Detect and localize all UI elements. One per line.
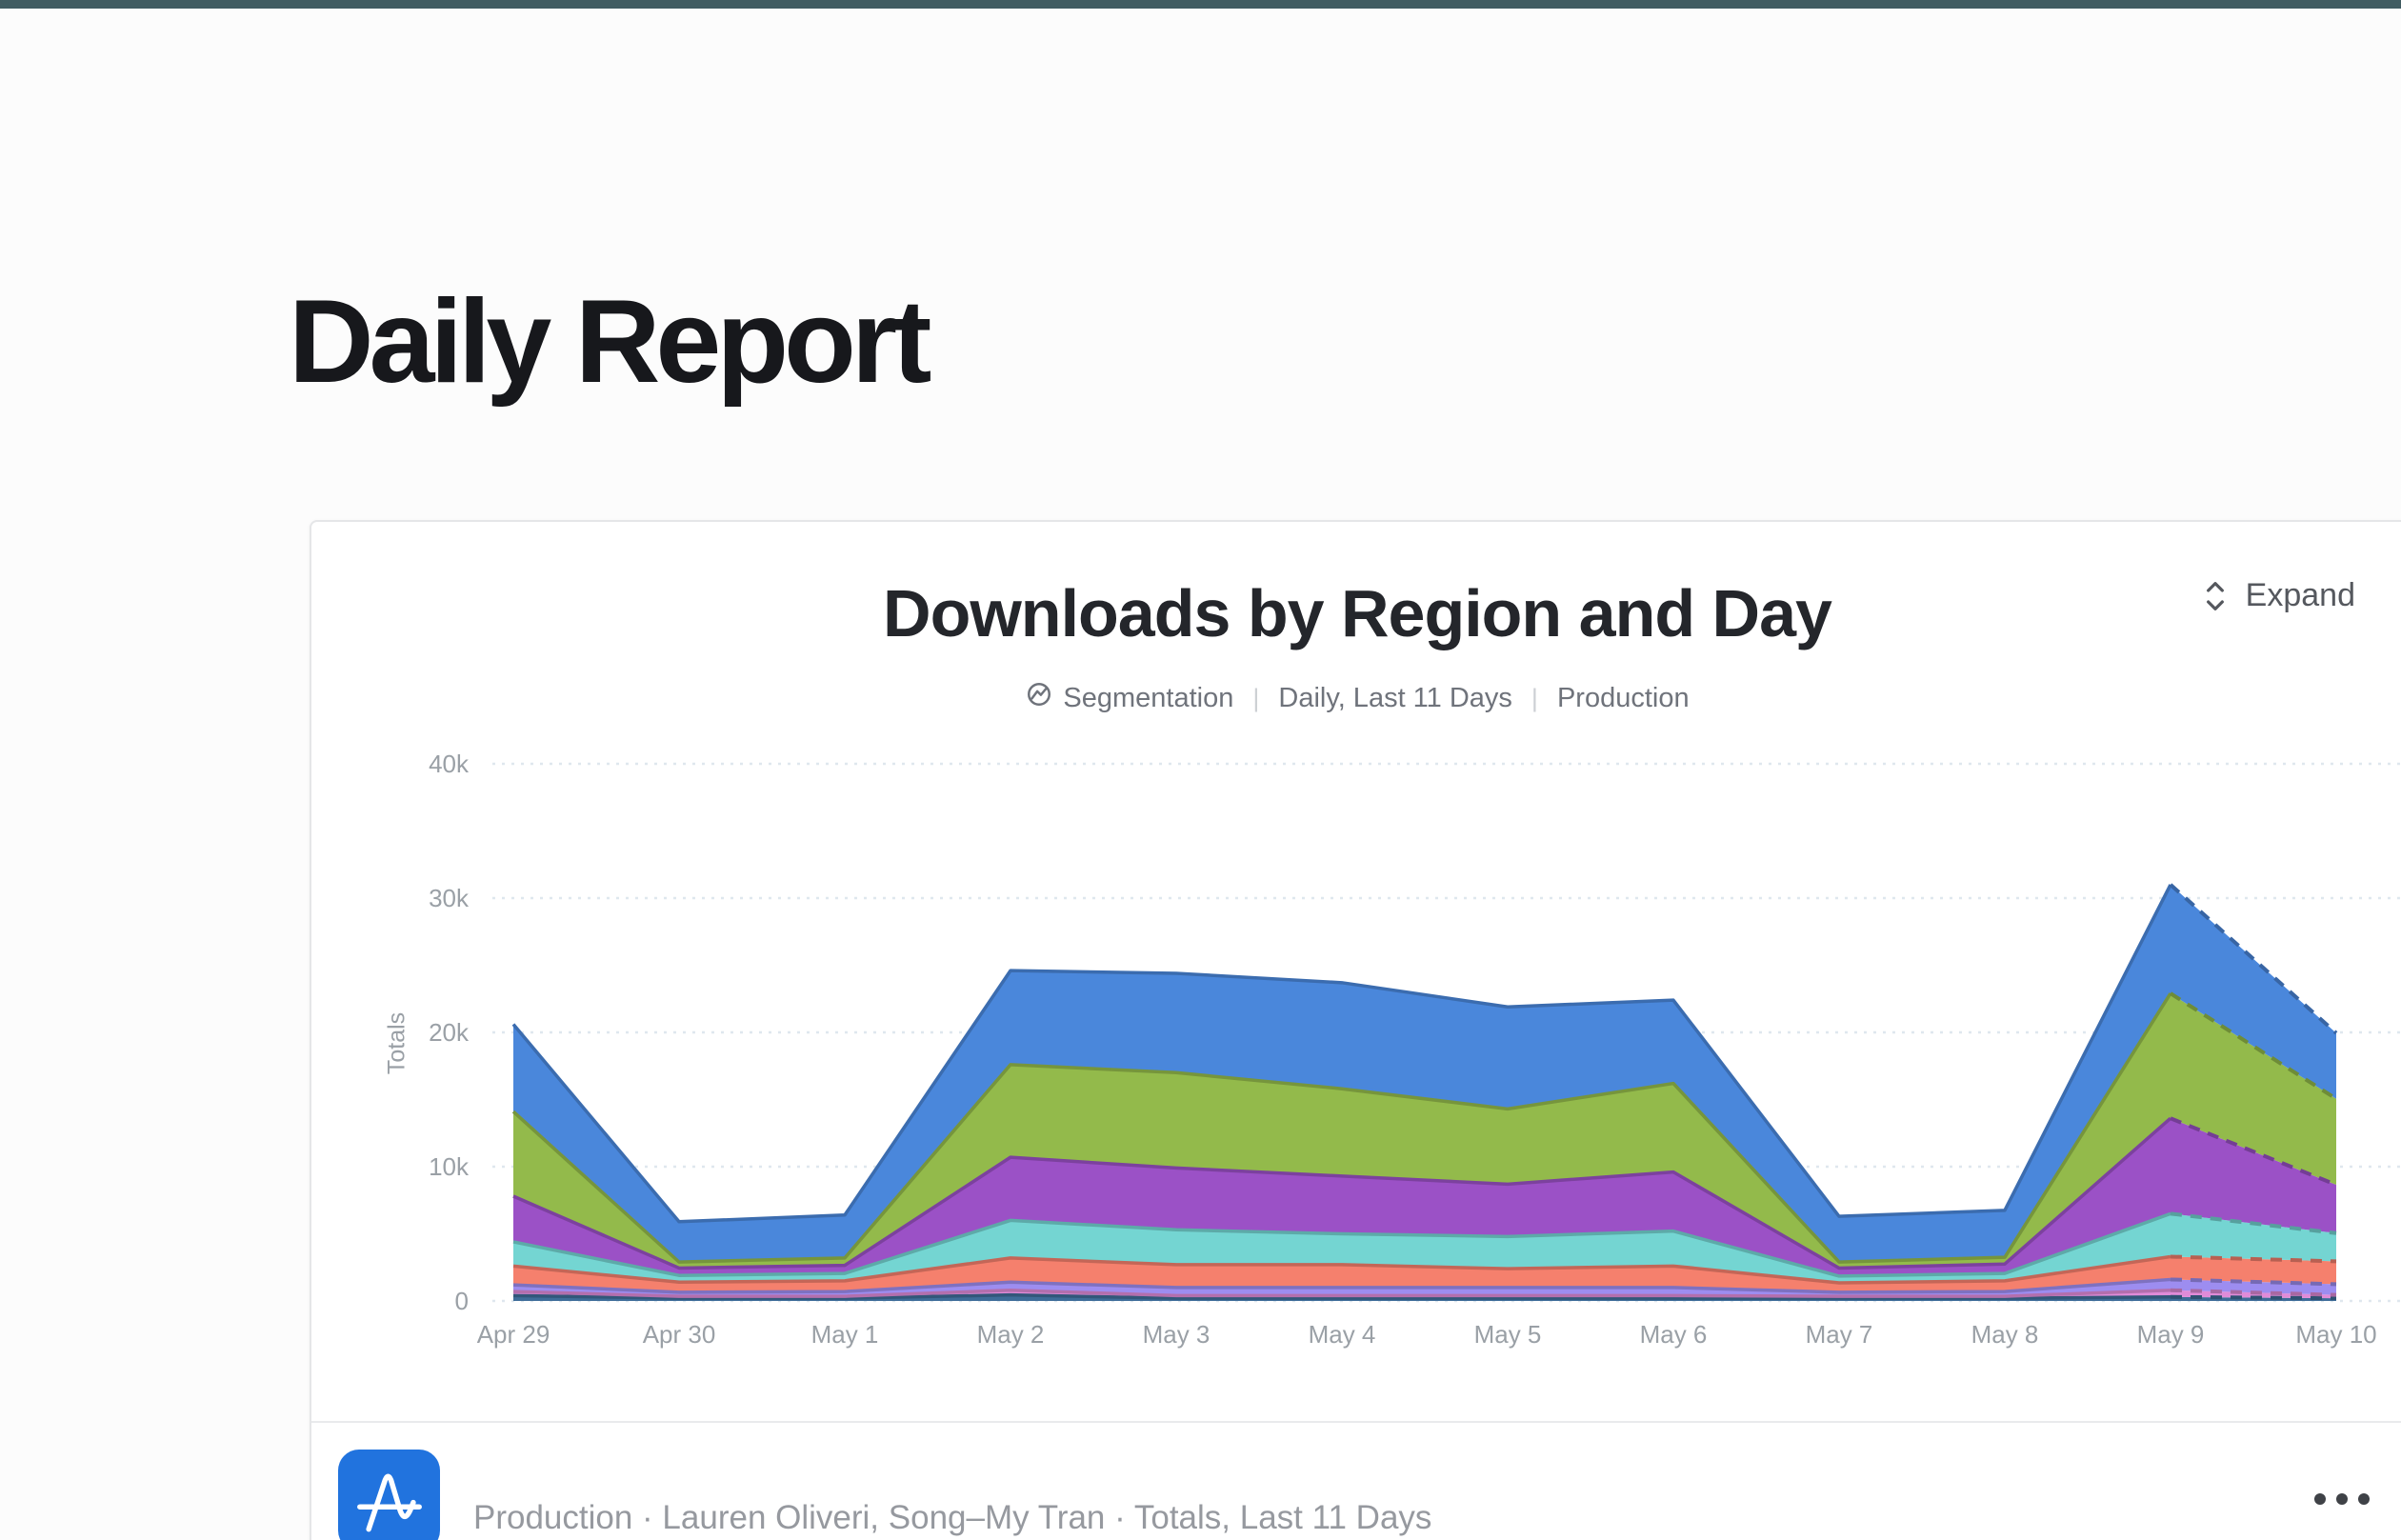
environment-label: Production [1556,682,1690,713]
chart-subtitle: Segmentation | Daily, Last 11 Days | Pro… [311,680,2401,716]
card-footer: Production · Lauren Oliveri, Song–My Tra… [311,1423,2401,1540]
series-steel-blue-incomplete-dashed-edge [2170,1294,2337,1301]
y-tick-label: 30k [429,884,469,912]
series-blue-edge [511,884,2172,1224]
ellipsis-icon [2314,1493,2326,1505]
y-tick-label: 20k [429,1018,469,1047]
y-tick-label: 40k [429,750,469,778]
series-purple-area [513,1118,2336,1276]
x-tick-label: May 9 [2136,1320,2205,1349]
x-tick-label: May 1 [810,1320,879,1349]
chart-source-summary: Production · Lauren Oliveri, Song–My Tra… [473,1499,1432,1536]
stacked-area-chart[interactable] [311,522,2401,1421]
series-green-edge [511,992,2172,1264]
series-green-area [513,993,2336,1269]
x-tick-label: May 4 [1308,1320,1376,1349]
more-menu-button[interactable] [2314,1493,2370,1505]
chart-type-label: Segmentation [1063,682,1234,713]
x-tick-label: May 2 [976,1320,1045,1349]
series-teal-edge [512,1211,2171,1278]
x-tick-label: Apr 30 [642,1320,716,1349]
expand-button[interactable]: Expand [2200,577,2355,614]
series-periwinkle-edge [512,1277,2171,1294]
series-steel-blue-edge [512,1292,2171,1300]
ellipsis-icon [2336,1493,2348,1505]
y-tick-label: 10k [429,1152,469,1181]
series-purple-edge [512,1116,2172,1270]
y-tick-label: 0 [454,1287,469,1315]
subtitle-separator: | [1531,683,1538,712]
expand-label: Expand [2245,577,2355,613]
x-tick-label: May 7 [1805,1320,1873,1349]
top-accent-bar [0,0,2401,9]
card-divider [311,1421,2401,1423]
series-green-incomplete-dashed-edge [2169,991,2338,1101]
series-salmon-incomplete-dashed-edge [2170,1254,2337,1264]
series-purple-incomplete-dashed-edge [2170,1116,2337,1187]
x-tick-label: May 8 [1971,1320,2039,1349]
series-blue-area [513,884,2336,1263]
segmentation-icon [1025,680,1053,716]
chart-card: Downloads by Region and Day Expand Segme… [310,520,2401,1540]
x-tick-label: May 10 [2295,1320,2377,1349]
series-periwinkle-incomplete-dashed-edge [2170,1277,2337,1287]
series-salmon-edge [512,1254,2171,1285]
amplitude-logo-icon[interactable] [338,1450,440,1540]
series-blue-incomplete-dashed-edge [2169,883,2338,1035]
series-pink-edge [512,1288,2171,1298]
expand-icon [2200,578,2231,614]
x-tick-label: May 5 [1473,1320,1542,1349]
ellipsis-icon [2358,1493,2370,1505]
chart-type-badge: Segmentation [1025,680,1233,716]
chart-title: Downloads by Region and Day [883,576,1832,650]
x-tick-label: May 6 [1639,1320,1708,1349]
date-range-label: Daily, Last 11 Days [1278,682,1512,713]
series-teal-incomplete-dashed-edge [2170,1211,2337,1235]
subtitle-separator: | [1252,683,1260,712]
page-title: Daily Report [289,276,931,408]
series-teal-area [513,1213,2336,1283]
x-tick-label: Apr 29 [476,1320,550,1349]
x-tick-label: May 3 [1142,1320,1211,1349]
series-pink-incomplete-dashed-edge [2170,1288,2337,1297]
